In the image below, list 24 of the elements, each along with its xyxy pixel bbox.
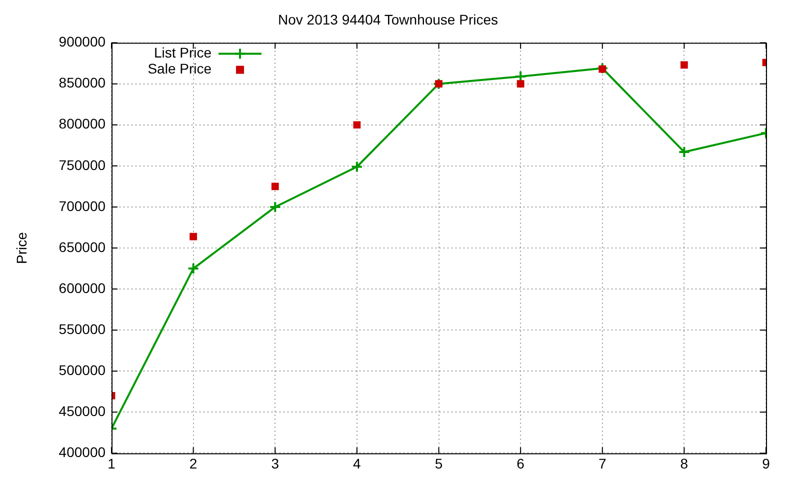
x-tick-label: 8	[680, 455, 688, 472]
legend-label: List Price	[154, 44, 212, 61]
y-tick-label: 650000	[58, 238, 106, 255]
chart-title: Nov 2013 94404 Townhouse Prices	[278, 11, 498, 28]
x-tick-label: 3	[271, 455, 280, 472]
x-tick-label: 9	[762, 455, 770, 472]
x-tick-label: 2	[189, 455, 198, 472]
y-tick-label: 850000	[58, 74, 106, 91]
y-tick-label: 500000	[58, 362, 106, 378]
y-tick-label: 750000	[58, 156, 106, 173]
y-tick-label: 900000	[58, 34, 106, 50]
y-tick-label: 400000	[58, 444, 106, 460]
y-tick-label: 450000	[58, 403, 106, 420]
y-tick-label: 600000	[58, 280, 106, 296]
y-tick-label: 700000	[58, 198, 106, 214]
y-tick-label: 550000	[58, 320, 106, 337]
x-tick-label: 6	[516, 455, 525, 472]
x-tick-label: 4	[353, 455, 362, 472]
x-tick-label: 5	[434, 455, 443, 472]
y-axis-title: Price	[13, 232, 30, 264]
legend-label: Sale Price	[148, 60, 212, 77]
y-tick-label: 800000	[58, 116, 106, 132]
x-tick-label: 1	[108, 455, 116, 472]
x-tick-label: 7	[598, 455, 606, 472]
